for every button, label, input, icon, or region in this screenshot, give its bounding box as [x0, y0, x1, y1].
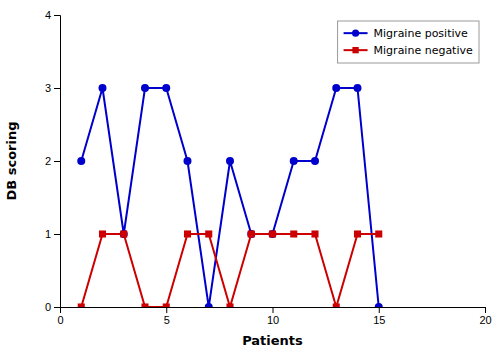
y-axis-title: DB scoring: [4, 121, 19, 200]
point: [162, 84, 170, 92]
tick-label: 3: [45, 82, 51, 94]
point: [311, 157, 319, 165]
point: [247, 230, 255, 238]
tick-mark: [379, 307, 380, 313]
axis-line: [61, 308, 486, 314]
point: [333, 303, 340, 307]
series-line: [81, 88, 379, 307]
legend: Migraine positive Migraine negative: [338, 21, 479, 63]
legend-item: Migraine positive: [344, 27, 468, 40]
point: [269, 230, 277, 238]
point: [248, 230, 255, 237]
tick-mark: [54, 234, 60, 235]
point: [354, 84, 362, 92]
tick: 3: [45, 82, 60, 94]
legend-label: Migraine negative: [374, 44, 473, 57]
point: [269, 230, 276, 237]
point: [99, 84, 107, 92]
tick: 4: [45, 9, 60, 21]
point: [78, 303, 85, 307]
tick: 1: [45, 228, 60, 240]
tick-mark: [166, 307, 167, 313]
tick-label: 20: [479, 314, 491, 326]
tick-mark: [54, 88, 60, 89]
point: [290, 230, 297, 237]
point: [99, 230, 106, 237]
tick-mark: [54, 15, 60, 16]
point: [141, 84, 149, 92]
tick-mark: [273, 307, 274, 313]
point: [354, 230, 361, 237]
x-axis-title: Patients: [242, 333, 303, 348]
legend-marker: [352, 47, 358, 53]
point: [290, 157, 298, 165]
tick-mark: [485, 307, 486, 313]
tick-label: 5: [164, 314, 170, 326]
point: [375, 303, 383, 307]
marks: [77, 84, 382, 307]
tick: 10: [267, 307, 279, 326]
tick-label: 15: [373, 314, 385, 326]
axis-line: [54, 16, 61, 308]
legend-label: Migraine positive: [374, 27, 468, 40]
x-axis: 0 5 10 15 20: [57, 307, 491, 326]
legend-box: [338, 21, 479, 63]
point: [226, 303, 233, 307]
point: [120, 230, 127, 237]
tick: 2: [45, 155, 60, 167]
point: [163, 303, 170, 307]
chart: 0 5 10 15 20 0 1 2 3 4 Migraine positive Migraine n…: [0, 0, 500, 357]
tick-label: 1: [45, 228, 51, 240]
tick-label: 2: [45, 155, 51, 167]
tick-label: 4: [45, 9, 51, 21]
point: [226, 157, 234, 165]
point: [184, 230, 191, 237]
point: [141, 303, 148, 307]
tick-label: 0: [57, 314, 63, 326]
point: [184, 157, 192, 165]
tick: 20: [479, 307, 491, 326]
tick: 0: [45, 301, 60, 313]
tick-label: 0: [45, 301, 51, 313]
point: [332, 84, 340, 92]
y-axis: 0 1 2 3 4: [45, 9, 61, 313]
point: [205, 303, 213, 307]
legend-marker: [352, 30, 359, 37]
point: [311, 230, 318, 237]
point: [375, 230, 382, 237]
series-line: [81, 234, 379, 307]
tick-mark: [54, 307, 60, 308]
legend-item: Migraine negative: [344, 44, 473, 57]
tick-label: 10: [267, 314, 279, 326]
point: [120, 230, 128, 238]
plot-area: 0 5 10 15 20 0 1 2 3 4 Migraine positive Migraine n…: [45, 9, 492, 326]
point: [77, 157, 85, 165]
point: [205, 230, 212, 237]
tick-mark: [54, 161, 60, 162]
tick: 15: [373, 307, 385, 326]
tick: 0: [57, 307, 63, 326]
tick: 5: [164, 307, 170, 326]
